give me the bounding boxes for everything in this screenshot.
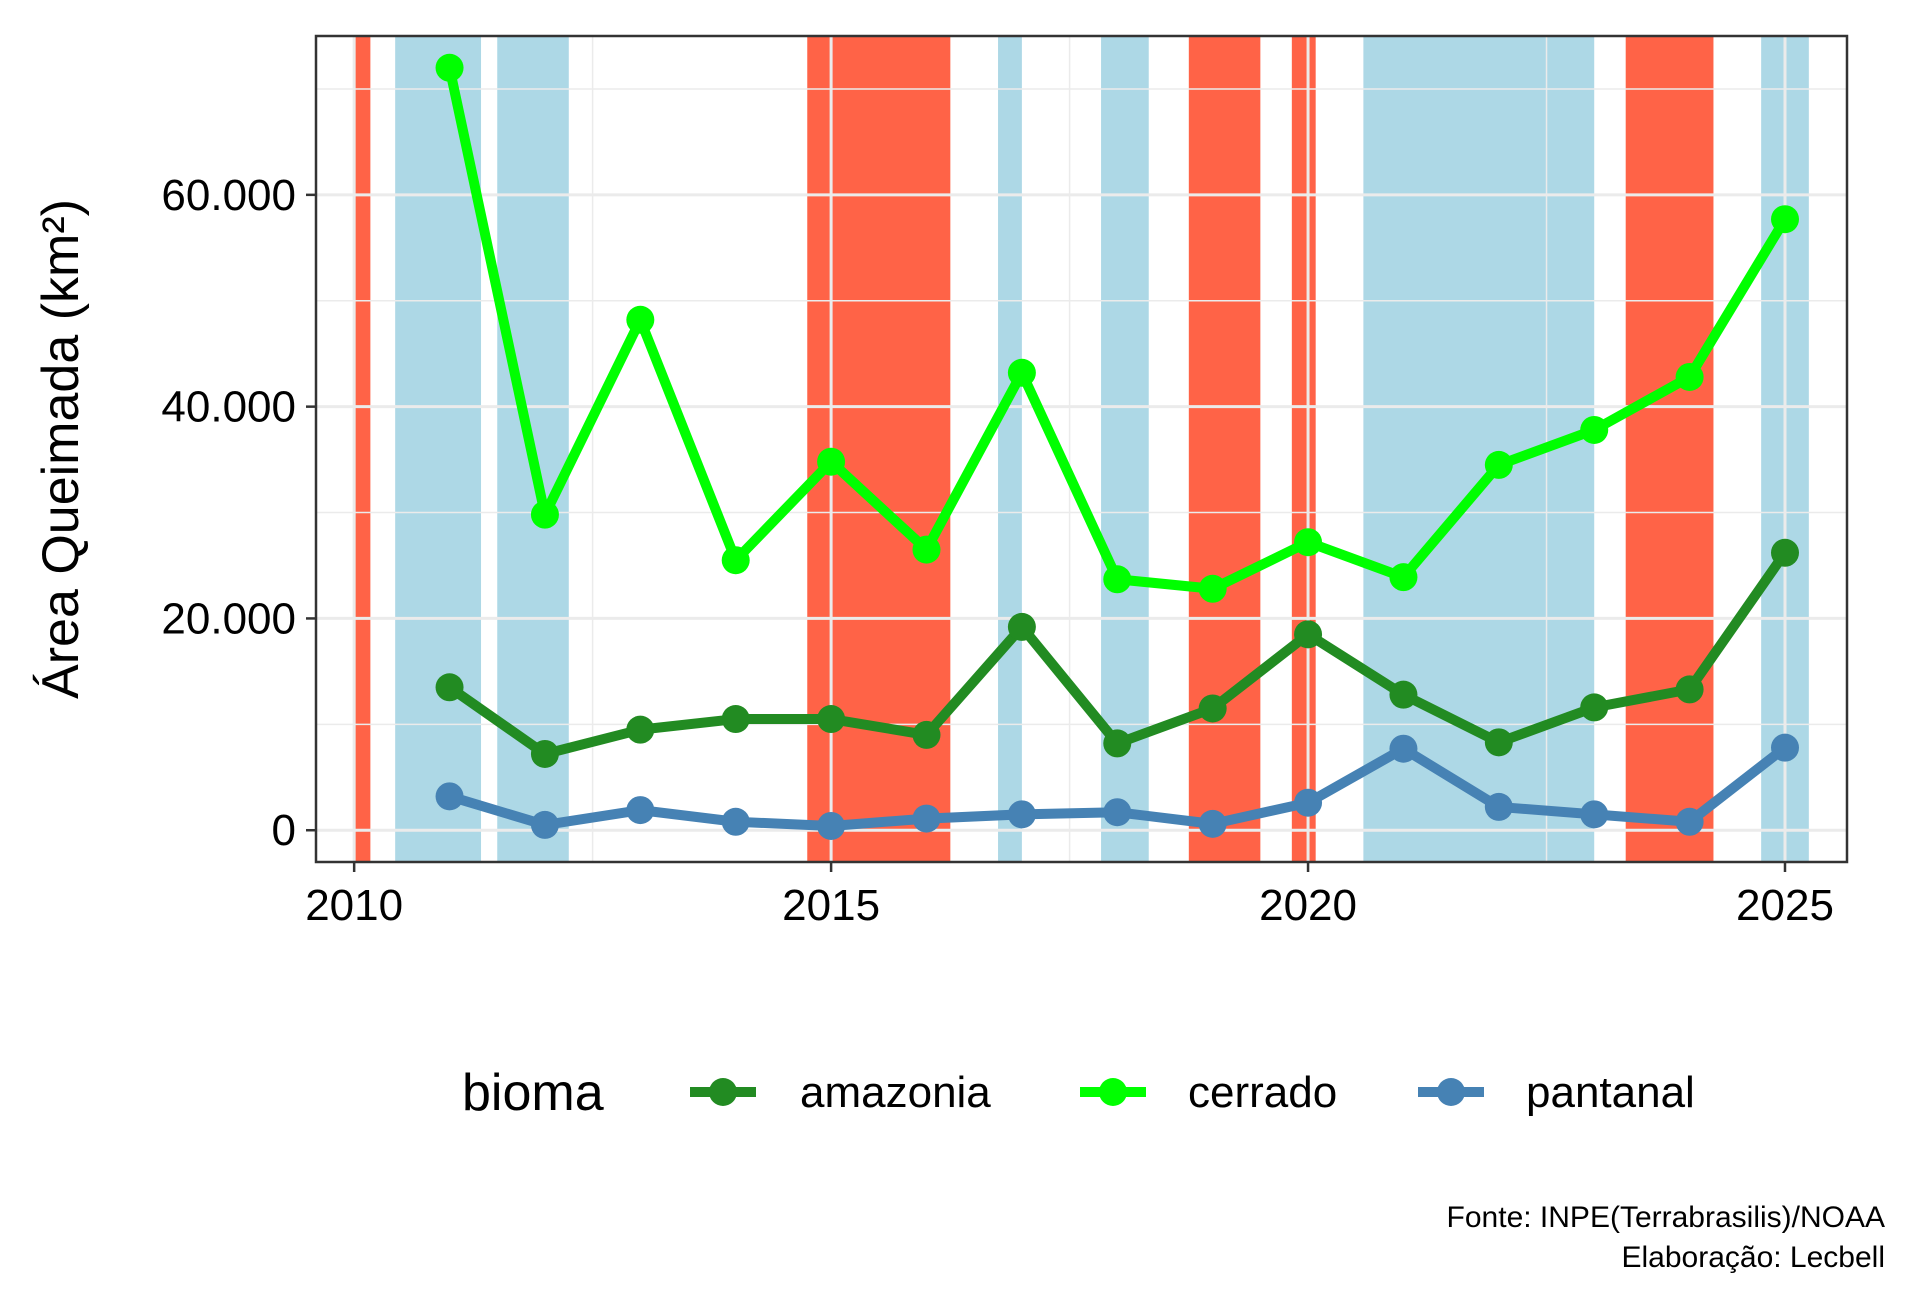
- y-tick-label: 60.000: [161, 171, 296, 220]
- legend-key-point-amazonia: [709, 1078, 737, 1106]
- data-point-pantanal-2024: [1675, 807, 1704, 836]
- data-point-amazonia-2011: [435, 673, 464, 702]
- data-point-pantanal-2016: [912, 804, 941, 833]
- y-tick-label: 20.000: [161, 594, 296, 643]
- background-band-4: [998, 36, 1022, 862]
- data-point-pantanal-2020: [1294, 788, 1323, 817]
- caption-line-0: Fonte: INPE(Terrabrasilis)/NOAA: [1447, 1201, 1885, 1234]
- data-point-pantanal-2012: [530, 810, 559, 839]
- data-point-pantanal-2013: [626, 796, 655, 825]
- data-point-amazonia-2025: [1770, 538, 1799, 567]
- data-point-cerrado-2020: [1294, 528, 1323, 557]
- background-band-7: [1291, 36, 1316, 862]
- data-point-cerrado-2025: [1770, 205, 1799, 234]
- legend-label-pantanal: pantanal: [1526, 1068, 1695, 1117]
- background-band-9: [1625, 36, 1714, 862]
- data-point-cerrado-2011: [435, 53, 464, 82]
- legend-key-point-cerrado: [1099, 1078, 1127, 1106]
- data-point-cerrado-2024: [1675, 362, 1704, 391]
- data-point-pantanal-2022: [1484, 792, 1513, 821]
- data-point-amazonia-2023: [1580, 693, 1609, 722]
- data-point-pantanal-2017: [1007, 800, 1036, 829]
- data-point-amazonia-2013: [626, 715, 655, 744]
- x-tick-label: 2015: [782, 881, 880, 930]
- data-point-pantanal-2018: [1103, 798, 1132, 827]
- data-point-cerrado-2022: [1484, 450, 1513, 479]
- data-point-cerrado-2015: [817, 447, 846, 476]
- data-point-pantanal-2025: [1770, 733, 1799, 762]
- data-point-pantanal-2015: [817, 811, 846, 840]
- data-point-amazonia-2018: [1103, 729, 1132, 758]
- data-point-cerrado-2021: [1389, 563, 1418, 592]
- data-point-amazonia-2022: [1484, 728, 1513, 757]
- data-point-pantanal-2014: [721, 807, 750, 836]
- series-points: [435, 53, 1799, 840]
- x-tick-label: 2020: [1259, 881, 1357, 930]
- data-point-cerrado-2014: [721, 546, 750, 575]
- data-point-amazonia-2021: [1389, 680, 1418, 709]
- data-point-cerrado-2017: [1007, 358, 1036, 387]
- plot-panel-border: [314, 34, 1849, 864]
- data-point-pantanal-2011: [435, 782, 464, 811]
- x-tick-label: 2010: [305, 881, 403, 930]
- x-tick-label: 2025: [1736, 881, 1834, 930]
- legend-label-cerrado: cerrado: [1188, 1068, 1337, 1117]
- y-axis-label: Área Queimada (km²): [32, 199, 90, 699]
- y-tick-label: 0: [272, 806, 296, 855]
- legend-title: bioma: [462, 1064, 604, 1122]
- data-point-amazonia-2019: [1198, 694, 1227, 723]
- data-point-cerrado-2023: [1580, 415, 1609, 444]
- legend-key-point-pantanal: [1437, 1078, 1465, 1106]
- data-point-amazonia-2017: [1007, 612, 1036, 641]
- data-point-amazonia-2024: [1675, 675, 1704, 704]
- background-band-0: [354, 36, 371, 862]
- data-point-amazonia-2014: [721, 705, 750, 734]
- data-point-cerrado-2013: [626, 305, 655, 334]
- data-point-pantanal-2021: [1389, 734, 1418, 763]
- data-point-cerrado-2019: [1198, 574, 1227, 603]
- data-point-amazonia-2016: [912, 720, 941, 749]
- data-point-pantanal-2023: [1580, 800, 1609, 829]
- data-point-amazonia-2020: [1294, 620, 1323, 649]
- data-point-amazonia-2015: [817, 705, 846, 734]
- data-point-cerrado-2018: [1103, 565, 1132, 594]
- data-point-pantanal-2019: [1198, 809, 1227, 838]
- legend-label-amazonia: amazonia: [800, 1068, 991, 1117]
- data-point-cerrado-2016: [912, 535, 941, 564]
- caption-line-1: Elaboração: Lecbell: [1621, 1241, 1885, 1274]
- legend: bioma amazonia cerrado pantanal: [462, 1064, 1695, 1122]
- caption: Fonte: INPE(Terrabrasilis)/NOAA Elaboraçã…: [1447, 1201, 1885, 1274]
- background-band-6: [1188, 36, 1261, 862]
- y-tick-label: 40.000: [161, 383, 296, 432]
- data-point-cerrado-2012: [530, 500, 559, 529]
- axes: 2010 2015 2020 2025 0 20.000 40.000 60.000: [161, 171, 1834, 930]
- data-point-amazonia-2012: [530, 739, 559, 768]
